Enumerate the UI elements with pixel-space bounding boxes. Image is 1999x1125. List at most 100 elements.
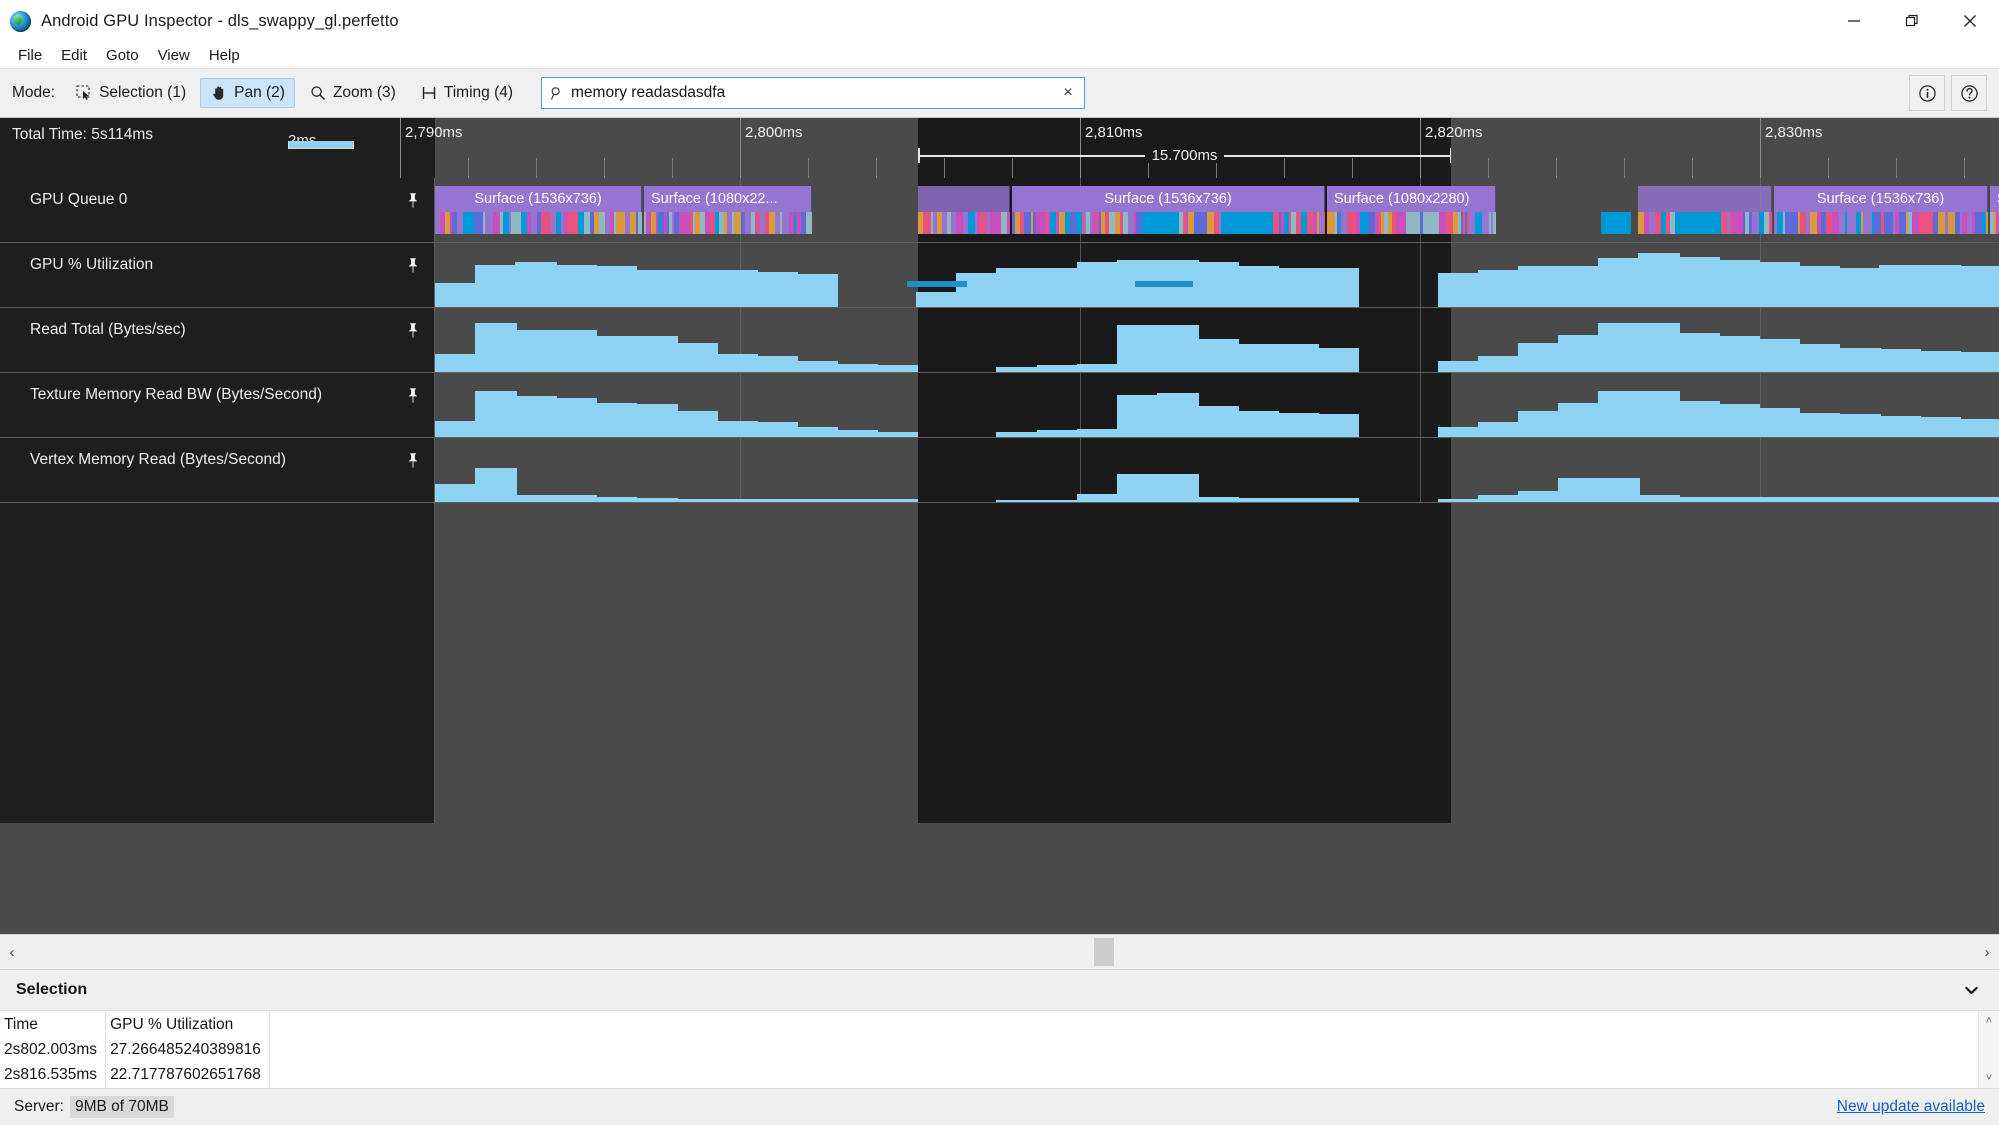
gpu-command-slice[interactable]: [693, 212, 695, 234]
gpu-command-slice[interactable]: [669, 212, 672, 234]
gpu-command-slice[interactable]: [667, 212, 669, 234]
track-header[interactable]: GPU % Utilization: [0, 243, 435, 307]
gpu-command-slice[interactable]: [1188, 212, 1194, 234]
gpu-command-slice[interactable]: [1036, 212, 1042, 234]
gpu-command-slice[interactable]: [1764, 212, 1769, 234]
menu-help[interactable]: Help: [208, 46, 240, 64]
counter-bar[interactable]: [475, 323, 517, 372]
counter-bar[interactable]: [1317, 268, 1359, 307]
counter-bar[interactable]: [996, 432, 1038, 437]
counter-bar[interactable]: [1558, 403, 1600, 437]
counter-bar[interactable]: [435, 283, 477, 307]
gpu-command-slice[interactable]: [630, 212, 636, 234]
gpu-command-slice[interactable]: [1601, 212, 1631, 234]
pin-icon[interactable]: [406, 192, 420, 209]
gpu-command-slice[interactable]: [672, 212, 674, 234]
gpu-command-slice[interactable]: [674, 212, 679, 234]
counter-bar[interactable]: [1077, 262, 1119, 307]
gpu-command-slice[interactable]: [1796, 212, 1798, 234]
time-ruler[interactable]: Total Time: 5s114ms 2ms 2,790ms2,800ms2,…: [0, 118, 1999, 178]
gpu-command-slice[interactable]: [1120, 212, 1123, 234]
menu-goto[interactable]: Goto: [106, 46, 139, 64]
gpu-command-slice[interactable]: [1099, 212, 1101, 234]
gpu-command-slice[interactable]: [1115, 212, 1120, 234]
close-icon[interactable]: [1941, 0, 1999, 42]
surface-slice[interactable]: Surface (1080x22...: [644, 186, 812, 212]
counter-bar[interactable]: [515, 330, 557, 372]
mode-selection-button[interactable]: Selection (1): [65, 78, 196, 108]
gpu-command-slice[interactable]: [1123, 212, 1128, 234]
gpu-command-slice[interactable]: [1392, 212, 1396, 234]
gpu-command-slice[interactable]: [1791, 212, 1796, 234]
gpu-command-slice[interactable]: [951, 212, 956, 234]
gpu-command-slice[interactable]: [1856, 212, 1861, 234]
track-body[interactable]: Surface (1536x736) Surface (1080x22... Sur…: [435, 178, 1999, 242]
gpu-command-slice[interactable]: [1895, 212, 1899, 234]
col-header-gpu-utilization[interactable]: GPU % Utilization: [105, 1011, 270, 1037]
gpu-command-slice[interactable]: [1769, 212, 1772, 234]
gpu-command-slice[interactable]: [1819, 212, 1821, 234]
gpu-command-slice[interactable]: [1046, 212, 1048, 234]
gpu-command-slice[interactable]: [1327, 212, 1329, 234]
gpu-command-slice[interactable]: [1048, 212, 1050, 234]
table-row[interactable]: 2s802.003ms 27.266485240389816: [0, 1037, 270, 1063]
gpu-command-slice[interactable]: [500, 212, 503, 234]
gpu-command-slice[interactable]: [658, 212, 660, 234]
gpu-command-slice[interactable]: [1042, 212, 1046, 234]
gpu-command-slice[interactable]: [1143, 212, 1179, 234]
gpu-command-slice[interactable]: [1339, 212, 1341, 234]
gpu-command-slice[interactable]: [1105, 212, 1109, 234]
counter-bar[interactable]: [756, 499, 798, 502]
pin-icon[interactable]: [406, 387, 420, 404]
counter-bar[interactable]: [555, 398, 597, 437]
track-read-total-bytes-sec[interactable]: Read Total (Bytes/sec): [0, 308, 1999, 373]
counter-bar[interactable]: [876, 432, 918, 437]
counter-bar[interactable]: [756, 356, 798, 372]
gpu-command-slice[interactable]: [1134, 212, 1136, 234]
gpu-command-slice[interactable]: [527, 212, 531, 234]
pin-icon[interactable]: [406, 322, 420, 339]
counter-bar[interactable]: [1117, 395, 1159, 437]
gpu-command-slice[interactable]: [1324, 212, 1325, 234]
gpu-command-slice[interactable]: [1730, 212, 1732, 234]
gpu-command-slice[interactable]: [1863, 212, 1868, 234]
minimize-icon[interactable]: [1825, 0, 1883, 42]
gpu-command-slice[interactable]: [1453, 212, 1458, 234]
mode-zoom-button[interactable]: Zoom (3): [299, 78, 406, 108]
gpu-command-slice[interactable]: [715, 212, 719, 234]
gpu-command-slice[interactable]: [1317, 212, 1319, 234]
gpu-command-slice[interactable]: [1845, 212, 1847, 234]
gpu-command-slice[interactable]: [1001, 212, 1007, 234]
counter-bar[interactable]: [515, 495, 557, 502]
gpu-command-slice[interactable]: [1012, 212, 1015, 234]
horizontal-scrollbar[interactable]: ‹ ›: [0, 934, 1999, 970]
track-body[interactable]: [435, 243, 1999, 307]
counter-bar[interactable]: [796, 427, 838, 437]
counter-bar[interactable]: [636, 336, 678, 372]
counter-bar[interactable]: [555, 265, 597, 307]
counter-bar[interactable]: [836, 430, 878, 437]
gpu-command-slice[interactable]: [1749, 212, 1752, 234]
gpu-command-slice[interactable]: [719, 212, 724, 234]
gpu-command-slice[interactable]: [625, 212, 630, 234]
gpu-command-slice[interactable]: [1136, 212, 1142, 234]
counter-bar[interactable]: [1798, 497, 1840, 502]
counter-bar[interactable]: [1037, 500, 1079, 502]
gpu-command-slice[interactable]: [1296, 212, 1301, 234]
counter-bar[interactable]: [1959, 497, 1999, 502]
counter-bar[interactable]: [1758, 408, 1800, 437]
gpu-command-slice[interactable]: [1777, 212, 1783, 234]
counter-bar[interactable]: [1197, 262, 1239, 307]
gpu-command-slice[interactable]: [1926, 212, 1933, 234]
gpu-command-slice[interactable]: [1955, 212, 1960, 234]
gpu-command-slice[interactable]: [1406, 212, 1409, 234]
gpu-command-slice[interactable]: [1273, 212, 1279, 234]
gpu-command-slice[interactable]: [1446, 212, 1453, 234]
gpu-command-slice[interactable]: [573, 212, 578, 234]
restore-icon[interactable]: [1883, 0, 1941, 42]
counter-bar[interactable]: [1919, 265, 1961, 307]
gpu-command-slice[interactable]: [1493, 212, 1496, 234]
gpu-command-slice[interactable]: [1798, 212, 1800, 234]
counter-bar[interactable]: [1638, 495, 1680, 502]
gpu-command-slice[interactable]: [509, 212, 511, 234]
